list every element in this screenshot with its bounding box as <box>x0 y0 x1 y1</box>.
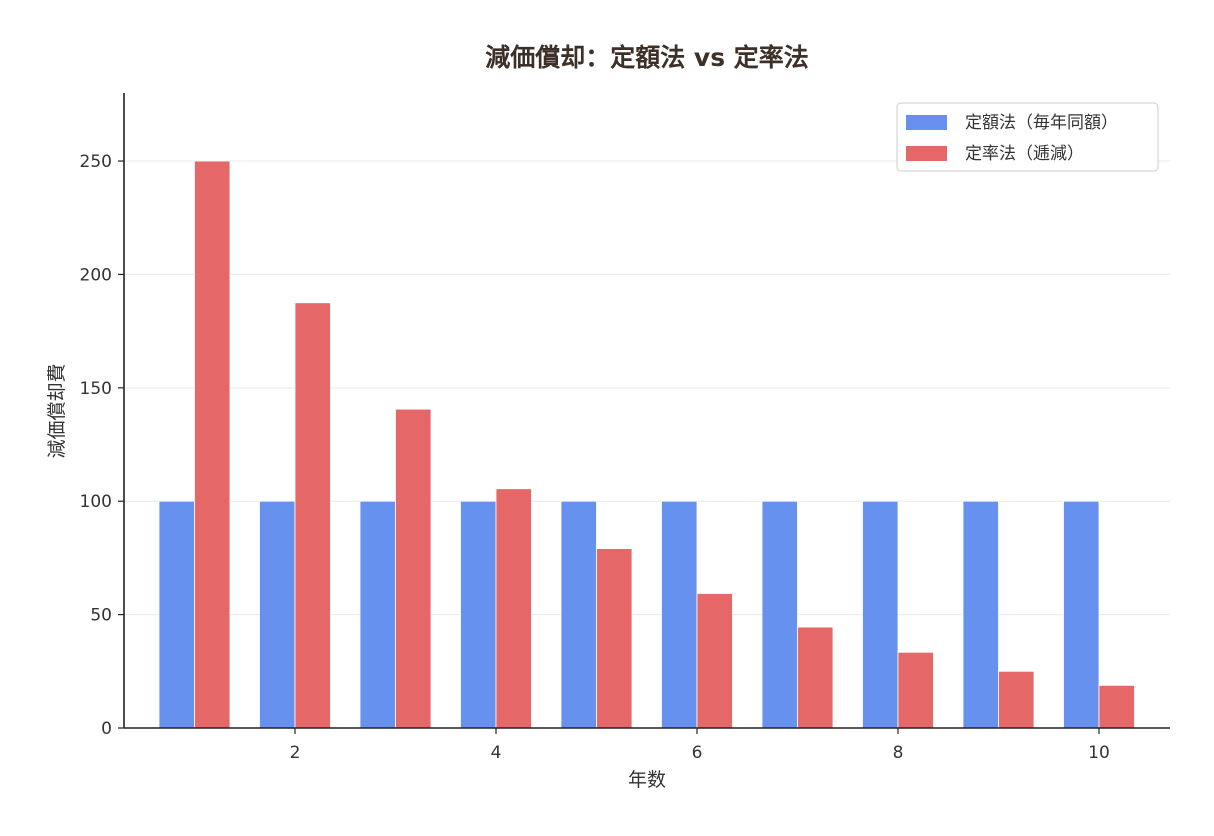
bar-straight-line-year-9 <box>962 500 999 729</box>
bar-straight-line-year-6 <box>661 500 698 729</box>
bar-straight-line-year-3 <box>359 500 396 729</box>
y-tick-label: 0 <box>101 719 112 739</box>
bar-declining-balance-year-2 <box>294 302 331 729</box>
y-axis-label: 減価償却費 <box>46 363 68 458</box>
legend-box <box>896 102 1159 172</box>
x-tick-label: 6 <box>692 743 703 763</box>
bar-declining-balance-year-5 <box>596 548 633 729</box>
y-axis-ticks: 0 50 100 150 200 250 <box>80 152 124 739</box>
x-tick-label: 2 <box>290 743 301 763</box>
bar-straight-line-year-5 <box>560 500 597 729</box>
legend-label: 定額法（毎年同額） <box>965 113 1118 133</box>
bar-straight-line-year-4 <box>460 500 497 729</box>
axes <box>123 93 1170 729</box>
y-tick-label: 50 <box>90 606 112 626</box>
bar-straight-line-year-2 <box>259 500 296 729</box>
y-tick-label: 250 <box>80 152 112 172</box>
bar-declining-balance-year-9 <box>998 670 1035 729</box>
bar-straight-line-year-7 <box>761 500 798 729</box>
bar-declining-balance-year-7 <box>797 626 834 729</box>
bar-declining-balance-year-8 <box>897 651 934 729</box>
bar-declining-balance-year-10 <box>1098 684 1135 729</box>
bar-straight-line-year-1 <box>158 500 195 729</box>
chart-title: 減価償却：定額法 vs 定率法 <box>485 43 809 72</box>
legend-label: 定率法（逓減） <box>965 144 1084 164</box>
legend-swatch <box>906 115 947 130</box>
x-axis-label: 年数 <box>628 769 666 791</box>
bar-straight-line-year-10 <box>1063 500 1100 729</box>
y-tick-label: 200 <box>80 265 112 285</box>
bar-declining-balance-year-4 <box>495 488 532 729</box>
x-tick-label: 8 <box>893 743 904 763</box>
x-tick-label: 10 <box>1088 743 1110 763</box>
bar-declining-balance-year-3 <box>395 408 432 729</box>
y-tick-label: 150 <box>80 379 112 399</box>
legend: 定額法（毎年同額） 定率法（逓減） <box>896 102 1159 172</box>
bar-declining-balance-year-6 <box>696 593 733 729</box>
y-tick-label: 100 <box>80 492 112 512</box>
bar-straight-line-year-8 <box>862 500 899 729</box>
legend-swatch <box>906 146 947 161</box>
bars <box>158 160 1135 729</box>
bar-declining-balance-year-1 <box>194 160 231 729</box>
x-tick-label: 4 <box>491 743 502 763</box>
x-axis-ticks: 2 4 6 8 10 <box>290 728 1110 763</box>
